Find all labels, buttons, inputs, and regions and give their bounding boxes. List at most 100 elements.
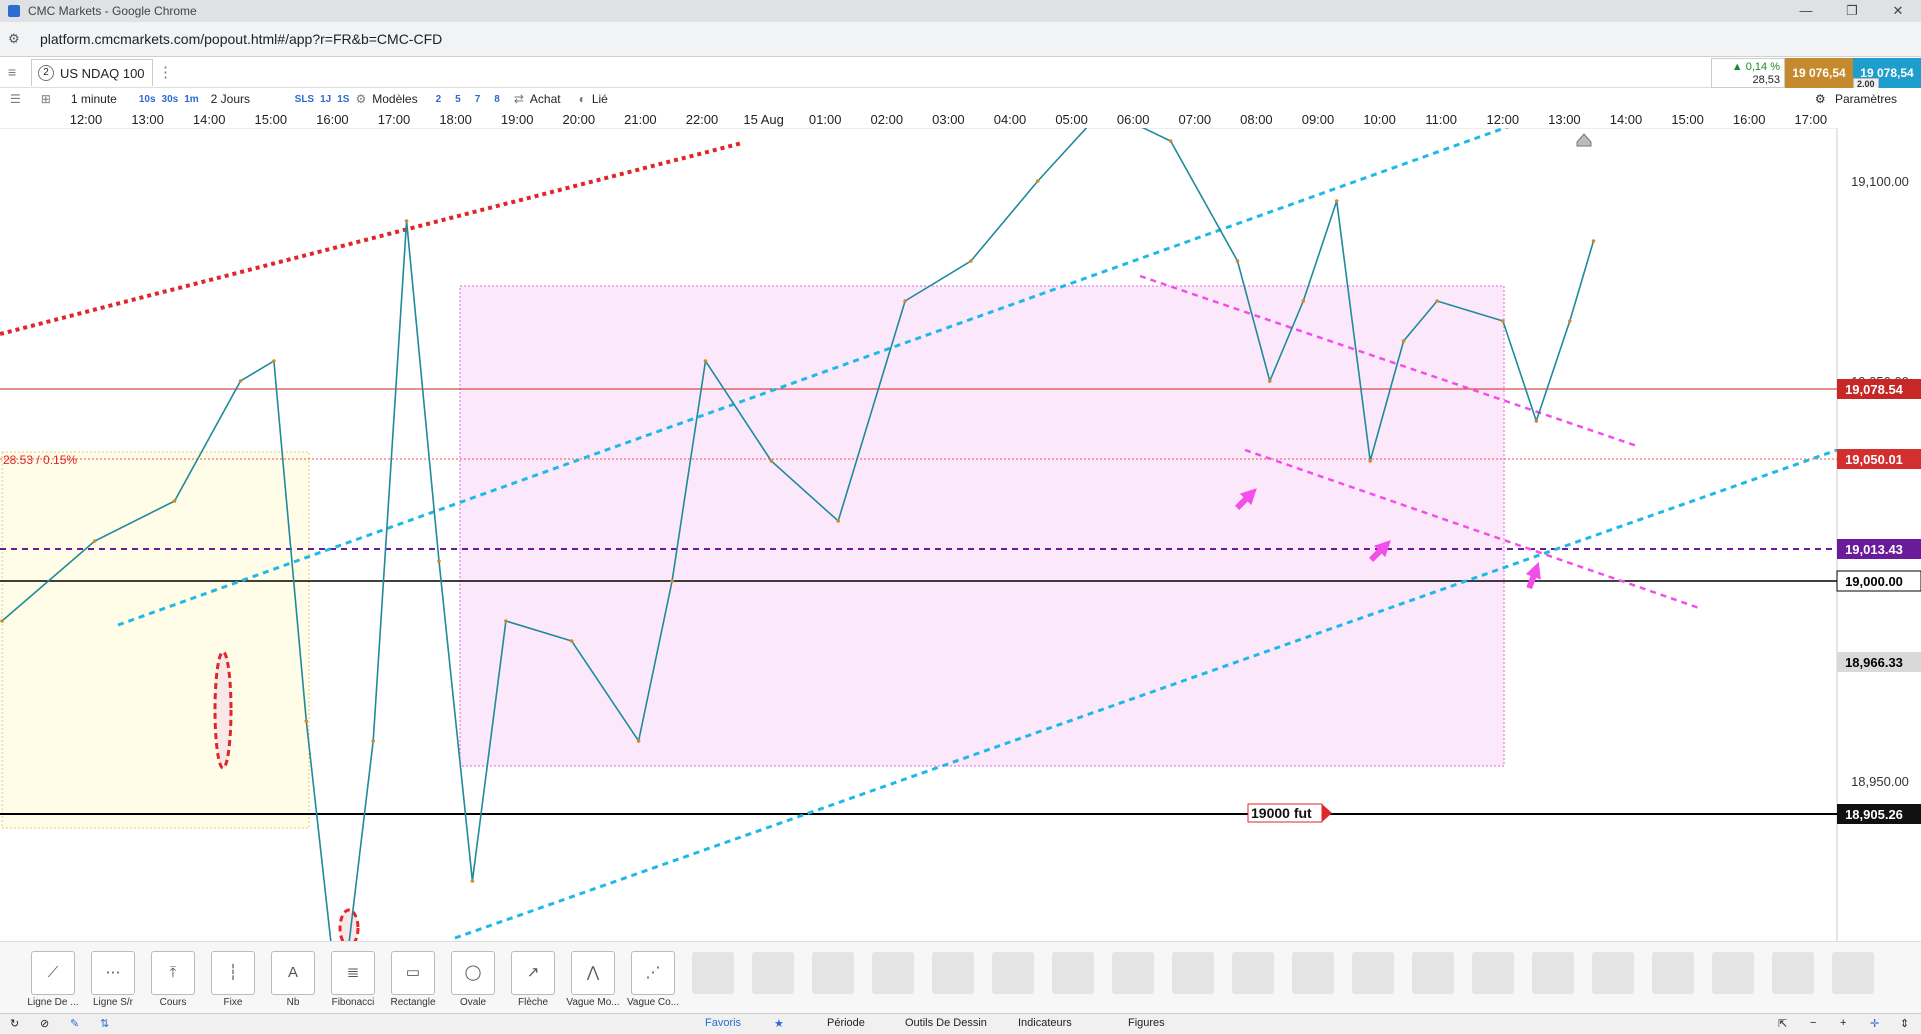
- interval-1m[interactable]: 1m: [184, 93, 199, 105]
- tool-line-tool[interactable]: ⟋ Ligne De ...: [23, 951, 83, 1008]
- price-point: [670, 579, 674, 583]
- pencil-icon[interactable]: ✎: [70, 1018, 80, 1030]
- zoom-reset-icon[interactable]: ⇱: [1778, 1018, 1788, 1030]
- period-sls[interactable]: SLS: [294, 93, 315, 105]
- empty-tool-slot[interactable]: [1712, 952, 1754, 994]
- buy-icon: ⇄: [513, 92, 524, 106]
- zoom-in-icon[interactable]: +: [1840, 1017, 1847, 1029]
- empty-tool-slot[interactable]: [992, 952, 1034, 994]
- price-chart[interactable]: 28.53 / 0.15% 19000 fut 19,150.0019,100.…: [0, 128, 1921, 941]
- interval-select[interactable]: 1 minute: [70, 92, 117, 106]
- cancel-icon[interactable]: ⊘: [40, 1018, 50, 1030]
- tab-figures[interactable]: Figures: [1128, 1017, 1165, 1029]
- tab-indicateurs[interactable]: Indicateurs: [1018, 1017, 1072, 1029]
- refresh-icon[interactable]: ↻: [10, 1018, 20, 1030]
- tab-menu-icon[interactable]: ⋮: [158, 64, 173, 81]
- price-point: [1534, 419, 1539, 423]
- empty-tool-slot[interactable]: [692, 952, 734, 994]
- address-bar[interactable]: ⚙ platform.cmcmarkets.com/popout.html#/a…: [0, 22, 1921, 57]
- empty-tool-slot[interactable]: [812, 952, 854, 994]
- star-icon[interactable]: ★: [774, 1018, 784, 1030]
- empty-tool-slot[interactable]: [1472, 952, 1514, 994]
- time-label: 19:00: [500, 112, 534, 127]
- price-point: [836, 519, 840, 523]
- tool-label: Ovale: [459, 997, 487, 1008]
- period-1s[interactable]: 1S: [337, 93, 350, 105]
- price-point: [903, 299, 907, 303]
- tool-rectangle[interactable]: ▭ Rectangle: [383, 951, 443, 1008]
- tab-periode[interactable]: Période: [827, 1017, 865, 1029]
- close-icon[interactable]: ✕: [1892, 3, 1904, 18]
- count-7[interactable]: 7: [474, 93, 481, 105]
- sell-price-button[interactable]: 19 076,54: [1785, 58, 1853, 88]
- tool-arrow[interactable]: ↗ Flèche: [503, 951, 563, 1008]
- empty-tool-slot[interactable]: [752, 952, 794, 994]
- buy-button[interactable]: Achat: [529, 92, 561, 106]
- count-8[interactable]: 8: [494, 93, 500, 105]
- empty-tool-slot[interactable]: [872, 952, 914, 994]
- models-icon: ⚙: [355, 92, 367, 106]
- empty-tool-slot[interactable]: [1592, 952, 1634, 994]
- empty-tool-slot[interactable]: [1412, 952, 1454, 994]
- tool-wave-correction[interactable]: ⋰ Vague Co...: [623, 951, 683, 1008]
- minimize-icon[interactable]: —: [1799, 3, 1813, 18]
- crosshair-icon[interactable]: ✛: [1870, 1018, 1880, 1030]
- tool-wave[interactable]: ⋀ Vague Mo...: [563, 951, 623, 1008]
- time-label: 11:00: [1425, 112, 1457, 127]
- price-point: [272, 359, 276, 363]
- price-series-line: [1, 128, 1595, 941]
- price-point: [636, 739, 641, 743]
- tool-sr-line[interactable]: ⋯ Ligne S/r: [83, 951, 143, 1008]
- price-point: [437, 559, 441, 563]
- scroll-home-icon[interactable]: [1576, 133, 1592, 147]
- empty-tool-slot[interactable]: [1052, 952, 1094, 994]
- buy-price-button[interactable]: 19 078,54 2.00: [1853, 58, 1921, 90]
- tab-favoris[interactable]: Favoris: [705, 1017, 742, 1029]
- empty-tool-slot[interactable]: [1772, 952, 1814, 994]
- tool-fixed-line[interactable]: ┆ Fixe: [203, 951, 263, 1008]
- models-button[interactable]: Modèles: [372, 92, 418, 106]
- tool-price-line[interactable]: ⤒ Cours: [143, 951, 203, 1008]
- time-label: 20:00: [562, 112, 596, 127]
- tool-oval[interactable]: ◯ Ovale: [443, 951, 503, 1008]
- params-button[interactable]: ⚙ Paramètres: [1815, 92, 1903, 106]
- site-settings-icon[interactable]: ⚙: [8, 31, 20, 46]
- empty-tool-slot[interactable]: [1172, 952, 1214, 994]
- url-text[interactable]: platform.cmcmarkets.com/popout.html#/app…: [40, 31, 443, 47]
- empty-tool-slot[interactable]: [1112, 952, 1154, 994]
- empty-tool-slot[interactable]: [1652, 952, 1694, 994]
- tool-fibonacci[interactable]: ≣ Fibonacci: [323, 951, 383, 1008]
- period-select[interactable]: 2 Jours: [210, 92, 251, 106]
- empty-tool-slot[interactable]: [1532, 952, 1574, 994]
- layout-icon[interactable]: ⊞: [40, 92, 51, 106]
- time-label: 14:00: [192, 112, 226, 127]
- count-5[interactable]: 5: [455, 93, 461, 105]
- linked-button[interactable]: Lié: [591, 92, 608, 106]
- time-label: 08:00: [1240, 112, 1273, 127]
- empty-tool-slot[interactable]: [1232, 952, 1274, 994]
- period-1j[interactable]: 1J: [320, 93, 332, 105]
- empty-tool-slot[interactable]: [932, 952, 974, 994]
- count-2[interactable]: 2: [435, 93, 442, 105]
- empty-tool-slot[interactable]: [1352, 952, 1394, 994]
- time-label: 16:00: [316, 112, 349, 127]
- swap-icon[interactable]: ⇅: [100, 1018, 110, 1030]
- tool-label: Rectangle: [390, 997, 436, 1008]
- rectangle-icon: ▭: [391, 951, 435, 995]
- tag-18905-text: 18,905.26: [1845, 807, 1903, 822]
- fit-icon[interactable]: ⇕: [1900, 1018, 1910, 1030]
- instrument-tab[interactable]: 2 US NDAQ 100: [31, 59, 153, 86]
- menu-icon[interactable]: ≡: [8, 64, 17, 80]
- tab-outils-dessin[interactable]: Outils De Dessin: [905, 1017, 987, 1029]
- price-point: [371, 739, 376, 743]
- restore-icon[interactable]: ❐: [1846, 3, 1858, 18]
- empty-tool-slot[interactable]: [1292, 952, 1334, 994]
- interval-10s[interactable]: 10s: [138, 93, 156, 105]
- link-icon: ◐: [578, 92, 586, 106]
- zoom-out-icon[interactable]: −: [1810, 1017, 1817, 1029]
- empty-tool-slot[interactable]: [1832, 952, 1874, 994]
- tool-text-note[interactable]: A Nb: [263, 951, 323, 1008]
- time-label: 03:00: [932, 112, 965, 127]
- interval-30s[interactable]: 30s: [161, 93, 179, 105]
- list-icon[interactable]: ☰: [10, 92, 21, 106]
